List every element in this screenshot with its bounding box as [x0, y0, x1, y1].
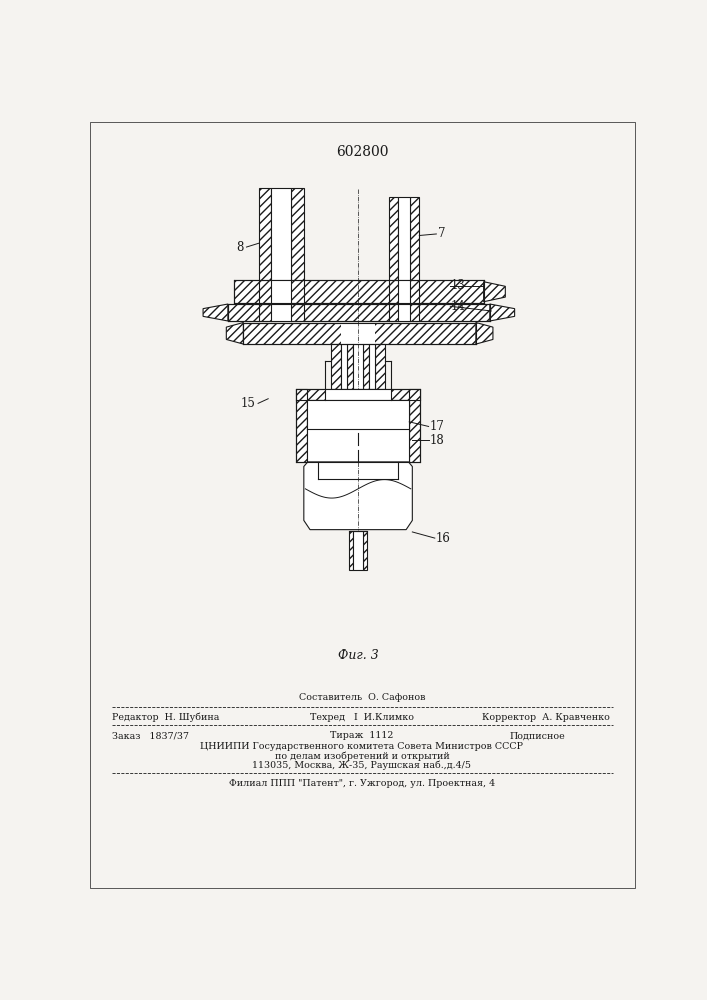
- Polygon shape: [226, 323, 243, 344]
- Bar: [349, 531, 354, 570]
- Text: 14: 14: [451, 300, 466, 313]
- Bar: [369, 344, 375, 389]
- Polygon shape: [484, 282, 506, 302]
- Bar: [398, 304, 410, 321]
- Bar: [317, 400, 327, 429]
- Bar: [354, 344, 363, 389]
- Bar: [234, 280, 484, 303]
- Bar: [243, 323, 476, 344]
- Bar: [228, 304, 490, 321]
- Text: Составитель  О. Сафонов: Составитель О. Сафонов: [298, 693, 425, 702]
- Bar: [271, 304, 291, 321]
- Bar: [398, 400, 409, 429]
- Bar: [409, 389, 420, 462]
- Text: Подписное: Подписное: [510, 732, 566, 740]
- Bar: [296, 389, 307, 462]
- Text: 113035, Москва, Ж-35, Раушская наб.,д.4/5: 113035, Москва, Ж-35, Раушская наб.,д.4/…: [252, 761, 472, 770]
- Bar: [327, 400, 389, 429]
- Text: Тираж  1112: Тираж 1112: [330, 732, 394, 740]
- Bar: [363, 531, 368, 570]
- Text: по делам изобретений и открытий: по делам изобретений и открытий: [274, 751, 450, 761]
- Polygon shape: [490, 304, 515, 321]
- Bar: [307, 400, 317, 429]
- Text: Корректор  А. Кравченко: Корректор А. Кравченко: [481, 713, 609, 722]
- Text: Техред   I  И.Климко: Техред I И.Климко: [310, 713, 414, 722]
- Bar: [347, 344, 354, 389]
- Text: 8: 8: [237, 241, 244, 254]
- Polygon shape: [203, 304, 228, 321]
- Bar: [335, 450, 381, 462]
- Bar: [341, 323, 375, 344]
- Text: 15: 15: [241, 397, 256, 410]
- Bar: [296, 389, 420, 400]
- Text: 16: 16: [436, 532, 450, 545]
- Bar: [271, 188, 291, 282]
- Bar: [389, 197, 398, 282]
- Bar: [291, 188, 304, 282]
- Bar: [331, 344, 341, 389]
- Text: 13: 13: [451, 279, 466, 292]
- Text: ЦНИИПИ Государственного комитета Совета Министров СССР: ЦНИИПИ Государственного комитета Совета …: [201, 742, 523, 751]
- Polygon shape: [304, 462, 412, 530]
- Bar: [354, 531, 363, 570]
- Text: 602800: 602800: [336, 145, 388, 159]
- Text: 17: 17: [429, 420, 444, 433]
- Bar: [259, 188, 271, 282]
- Bar: [363, 344, 369, 389]
- Text: Фиг. 3: Фиг. 3: [338, 649, 378, 662]
- Polygon shape: [476, 323, 493, 344]
- Text: Заказ   1837/37: Заказ 1837/37: [112, 732, 189, 740]
- Bar: [271, 280, 291, 303]
- Text: Редактор  Н. Шубина: Редактор Н. Шубина: [112, 713, 220, 722]
- Bar: [398, 280, 410, 303]
- Text: 7: 7: [438, 227, 445, 240]
- Bar: [410, 197, 419, 282]
- Bar: [335, 433, 381, 445]
- Bar: [307, 400, 409, 462]
- Bar: [389, 400, 398, 429]
- Text: Филиал ППП "Патент", г. Ужгород, ул. Проектная, 4: Филиал ППП "Патент", г. Ужгород, ул. Про…: [229, 779, 495, 788]
- Bar: [325, 389, 392, 400]
- Bar: [341, 344, 347, 389]
- Bar: [346, 453, 370, 459]
- Bar: [375, 344, 385, 389]
- Bar: [398, 197, 410, 282]
- Text: 18: 18: [429, 434, 444, 447]
- Bar: [346, 436, 370, 442]
